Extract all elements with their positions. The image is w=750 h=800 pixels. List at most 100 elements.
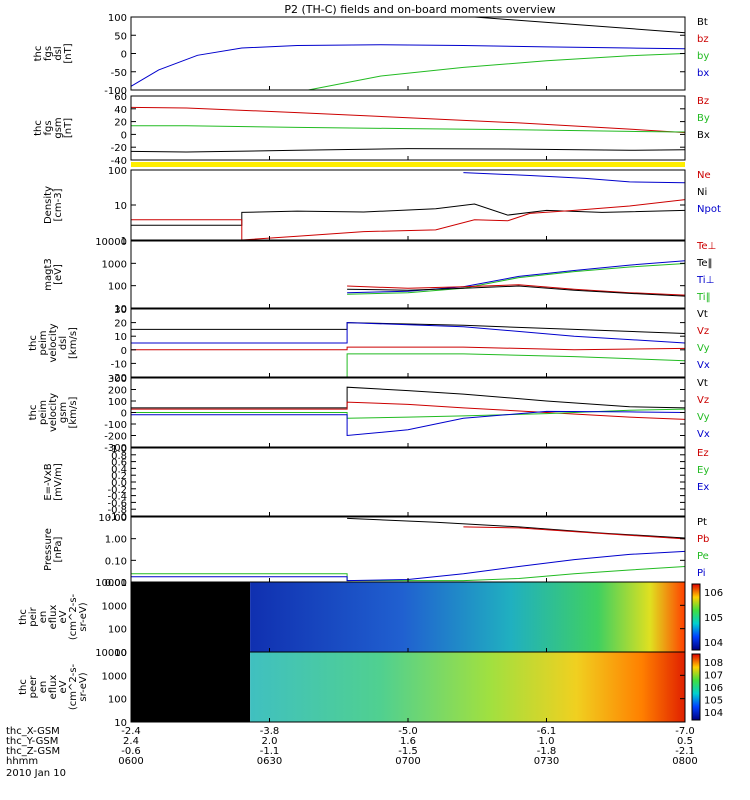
y-tick-label: -0.4	[107, 492, 127, 503]
y-axis-label: (cm^2-s-	[68, 593, 79, 640]
y-tick-label: -1.0	[107, 512, 127, 523]
ephemeris-value: -3.8	[260, 726, 280, 737]
y-tick-label: 0.10	[105, 556, 127, 567]
y-tick-label: 10	[114, 332, 127, 343]
y-tick-label: 300	[108, 374, 127, 385]
legend-entry: Ex	[697, 482, 709, 493]
ephemeris-label: hhmm	[6, 756, 38, 767]
y-tick-label: 10000	[95, 237, 127, 248]
y-tick-label: -10	[111, 359, 127, 370]
series-line-bx	[130, 44, 686, 87]
ephemeris-value: -7.0	[675, 726, 695, 737]
series-line-Pe	[131, 566, 686, 582]
series-line-Ti‖	[347, 263, 686, 295]
series-line-Vz	[131, 346, 686, 351]
y-tick-label: 0.6	[111, 458, 127, 469]
y-axis-label: gsm	[58, 402, 69, 423]
y-axis-label: [nT]	[63, 118, 74, 138]
panel-pressure: Pt Pb Pe Pi 10.00 1.00 0.10 0.01 Pressure [nPa]	[43, 513, 709, 589]
ephemeris-value: -1.1	[260, 746, 280, 757]
y-axis-label: fgs	[43, 120, 54, 135]
y-tick-label: 40	[114, 105, 127, 116]
y-tick-label: 0	[121, 50, 127, 61]
legend-entry: By	[697, 113, 710, 124]
panel-peir_spec: 106 105 104 10000 1000 100 10 thc peir en eflux eV(…	[18, 578, 723, 659]
colorbar-tick-label: 105	[704, 613, 723, 624]
legend-entry: Te⊥	[696, 241, 716, 252]
y-tick-label: 1	[121, 236, 127, 247]
series-line-Bz	[130, 106, 686, 134]
y-tick-label: 10.00	[98, 513, 127, 524]
y-axis-label: [nPa]	[53, 536, 64, 562]
series-line-Te⊥	[347, 284, 686, 296]
legend-entry: Vt	[697, 378, 708, 389]
y-tick-label: -100	[104, 86, 127, 97]
y-axis-label: velocity	[48, 323, 59, 362]
panel-density: Ne Ni Npot 100 10 1 Density [cm-3]	[43, 166, 721, 247]
y-axis-label: peir	[28, 606, 39, 626]
y-tick-label: 0.0	[111, 478, 127, 489]
y-tick-label: 1000	[102, 601, 127, 612]
y-axis-label: thc	[33, 46, 44, 62]
ephemeris-value: -0.6	[121, 746, 141, 757]
legend-entry: Vx	[697, 360, 710, 371]
legend-entry: Pi	[697, 568, 706, 579]
ephemeris-value: 0700	[395, 756, 420, 767]
y-axis-label: [km/s]	[68, 327, 79, 359]
y-tick-label: 100	[108, 397, 127, 408]
y-tick-label: 100	[108, 625, 127, 636]
y-tick-label: 100	[108, 282, 127, 293]
y-axis-label: eV	[58, 680, 69, 693]
legend-entry: Pb	[697, 534, 709, 545]
legend-entry: Npot	[697, 204, 721, 215]
y-tick-label: 10000	[95, 648, 127, 659]
y-axis-label: magt3	[43, 258, 54, 291]
y-tick-label: -50	[111, 68, 127, 79]
y-axis-label: [nT]	[63, 43, 74, 63]
legend-entry: Ti⊥	[696, 275, 714, 286]
legend-entry: by	[697, 51, 709, 62]
series-line-by	[308, 53, 686, 91]
ephemeris-value: -6.1	[537, 726, 557, 737]
y-tick-label: -100	[104, 420, 127, 431]
ephemeris-table: thc_X-GSM -2.4 -3.8 -5.0 -6.1 -7.0 thc_Y-GSM 2.…	[6, 726, 698, 767]
legend-entry: bx	[697, 68, 709, 79]
y-tick-label: 0.01	[105, 578, 127, 589]
series-line-Vx	[131, 410, 686, 437]
y-tick-label: 0.4	[111, 464, 127, 475]
panel-fgs_dsl: Bt bz by bx 100 50 0 -50 -100 thc fgs dsl [nT]	[33, 13, 709, 97]
legend-entry: Ti‖	[696, 292, 711, 303]
y-axis-label: thc	[18, 679, 29, 695]
y-axis-label: thc	[28, 335, 39, 351]
series-line-Te‖	[347, 285, 686, 297]
panel-frame	[130, 240, 686, 309]
y-tick-label: 1000	[102, 671, 127, 682]
legend-entry: Vz	[697, 326, 709, 337]
y-tick-label: 1000	[102, 259, 127, 270]
y-tick-label: 20	[114, 319, 127, 330]
colorbar-tick-label: 104	[704, 708, 723, 719]
y-axis-label: [km/s]	[68, 396, 79, 428]
y-tick-label: 60	[114, 92, 127, 103]
y-tick-label: 10	[114, 201, 127, 212]
ephemeris-value: 0800	[672, 756, 697, 767]
y-tick-label: 0	[121, 409, 127, 420]
y-axis-label: thc	[18, 609, 29, 625]
y-axis-label: eV	[58, 610, 69, 623]
y-tick-label: 0.2	[111, 471, 127, 482]
legend-entry: Bz	[697, 96, 709, 107]
y-axis-label: fgs	[43, 46, 54, 61]
panel-frame	[130, 16, 686, 91]
y-axis-label: peim	[38, 330, 49, 355]
ephemeris-label: thc_X-GSM	[6, 726, 60, 737]
panel-efield: Ez Ey Ex 1.00.80.60.40.20.0-0.2-0.4-0.6-0.8…	[43, 444, 709, 523]
mode-bar	[131, 162, 685, 167]
y-tick-label: 30	[114, 305, 127, 316]
y-tick-label: 10	[114, 304, 127, 315]
y-tick-label: 1.00	[105, 535, 127, 546]
y-axis-label: peim	[38, 400, 49, 425]
ephemeris-value: -1.8	[537, 746, 557, 757]
panel-frame	[130, 169, 686, 241]
y-tick-label: 20	[114, 118, 127, 129]
